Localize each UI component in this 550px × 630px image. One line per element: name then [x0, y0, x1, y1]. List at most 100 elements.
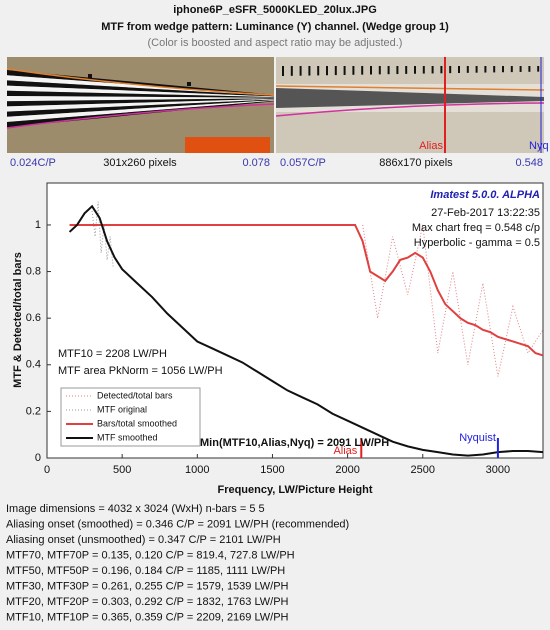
y-tick-label: 0: [35, 452, 41, 464]
summary-line: MTF30, MTF30P = 0.261, 0.255 C/P = 1579,…: [6, 580, 289, 592]
x-axis-label: Frequency, LW/Picture Height: [217, 484, 372, 496]
summary-line: Image dimensions = 4032 x 3024 (WxH) n-b…: [6, 503, 265, 515]
marker: [187, 82, 191, 86]
legend-label: MTF smoothed: [97, 432, 158, 442]
legend: [60, 387, 201, 447]
tick-bar: [440, 66, 443, 74]
x-tick-label: 500: [113, 464, 131, 476]
wedge-stripe: [7, 98, 274, 112]
image-label: 0.024C/P: [10, 157, 56, 169]
annotation: MTF area PkNorm = 1056 LW/PH: [58, 365, 223, 377]
tick-bar: [493, 66, 496, 73]
legend-label: Detected/total bars: [97, 390, 173, 400]
tick-bar: [396, 66, 399, 75]
wedge-stripe: [7, 99, 274, 117]
patch: [185, 137, 270, 153]
x-tick-label: 3000: [486, 464, 510, 476]
series-line: [69, 223, 544, 357]
annotation: Min(MTF10,Alias,Nyq) = 2091 LW/PH: [200, 437, 389, 449]
summary-line: MTF50, MTF50P = 0.196, 0.184 C/P = 1185,…: [6, 565, 285, 577]
annotation: 27-Feb-2017 13:22:35: [431, 207, 540, 219]
summary-line: Aliasing onset (smoothed) = 0.346 C/P = …: [6, 518, 349, 530]
subtitle: MTF from wedge pattern: Luminance (Y) ch…: [101, 21, 449, 33]
edge-line: [6, 68, 275, 96]
tick-bar: [414, 66, 416, 74]
wedge: [276, 88, 544, 108]
edge-line: [6, 103, 275, 129]
series-line: [362, 224, 544, 377]
summary-line: MTF20, MTF20P = 0.303, 0.292 C/P = 1832,…: [6, 596, 289, 608]
tick-bar: [387, 66, 390, 75]
tick-bar: [466, 66, 469, 73]
image-label: 301x260 pixels: [103, 157, 177, 169]
tick-bar: [475, 66, 478, 73]
tick-bar: [484, 66, 487, 73]
tick-bar: [510, 66, 513, 73]
tick-bar: [519, 66, 522, 72]
tick-bar: [299, 66, 302, 76]
y-tick-label: 0.2: [26, 405, 41, 417]
tick-bar: [502, 66, 504, 73]
wedge-stripe: [7, 85, 274, 98]
title: iphone6P_eSFR_5000KLED_20lux.JPG: [173, 4, 377, 16]
legend-label: Bars/total smoothed: [97, 418, 177, 428]
marker: [88, 74, 92, 78]
wedge-stripe: [7, 100, 274, 122]
tick-bar: [334, 66, 337, 76]
tick-bar: [282, 66, 284, 76]
wedge-stripe: [7, 70, 274, 96]
nyq-label: Nyq: [529, 140, 549, 152]
left-image: [6, 57, 275, 153]
summary-line: MTF70, MTF70P = 0.135, 0.120 C/P = 819.4…: [6, 549, 295, 561]
y-tick-label: 0.8: [26, 265, 41, 277]
image-label: 886x170 pixels: [379, 157, 453, 169]
tick-bar: [343, 66, 346, 75]
x-tick-label: 2000: [335, 464, 359, 476]
image-label: 0.548: [515, 157, 543, 169]
tick-bar: [449, 66, 452, 74]
y-tick-label: 1: [35, 219, 41, 231]
tick-bar: [370, 66, 372, 75]
annotation: Max chart freq = 0.548 c/p: [412, 222, 540, 234]
tick-bar: [326, 66, 328, 76]
tick-bar: [405, 66, 408, 74]
tick-bar: [458, 66, 460, 73]
y-tick-label: 0.4: [26, 359, 41, 371]
x-tick-label: 1000: [185, 464, 209, 476]
tick-bar: [317, 66, 320, 76]
tick-bar: [528, 66, 531, 72]
y-tick-label: 0.6: [26, 312, 41, 324]
edge-line: [275, 85, 545, 91]
annotation: Imatest 5.0.0. ALPHA: [430, 189, 540, 201]
nyquist-line-label: Nyquist: [459, 432, 496, 444]
tick-bar: [378, 66, 381, 75]
series-line: [91, 201, 114, 267]
right-image: Alias Nyq: [275, 57, 549, 153]
legend-label: MTF original: [97, 404, 147, 414]
wedge-stripe: [7, 96, 274, 102]
wedge-stripe: [7, 98, 274, 107]
image-label: 0.078: [242, 157, 270, 169]
tick-bar: [361, 66, 364, 75]
note: (Color is boosted and aspect ratio may b…: [148, 37, 403, 49]
summary-line: MTF10, MTF10P = 0.365, 0.359 C/P = 2209,…: [6, 611, 289, 623]
wedge-stripe: [7, 80, 274, 97]
tick-bar: [431, 66, 434, 74]
alias-label: Alias: [419, 140, 443, 152]
tick-bar: [422, 66, 425, 74]
annotation: MTF10 = 2208 LW/PH: [58, 348, 167, 360]
edge-line: [275, 102, 545, 117]
tick-bar: [352, 66, 355, 75]
x-tick-label: 2500: [411, 464, 435, 476]
wedge-stripe: [7, 90, 274, 98]
summary-line: Aliasing onset (unsmoothed) = 0.347 C/P …: [6, 534, 281, 546]
x-tick-label: 1500: [260, 464, 284, 476]
image-label: 0.057C/P: [280, 157, 326, 169]
tick-bar: [537, 66, 540, 72]
series-line: [68, 204, 544, 457]
x-tick-label: 0: [44, 464, 50, 476]
annotation: Hyperbolic - gamma = 0.5: [414, 237, 540, 249]
tick-bar: [308, 66, 311, 76]
y-axis-label: MTF & Detected/total bars: [12, 252, 24, 388]
